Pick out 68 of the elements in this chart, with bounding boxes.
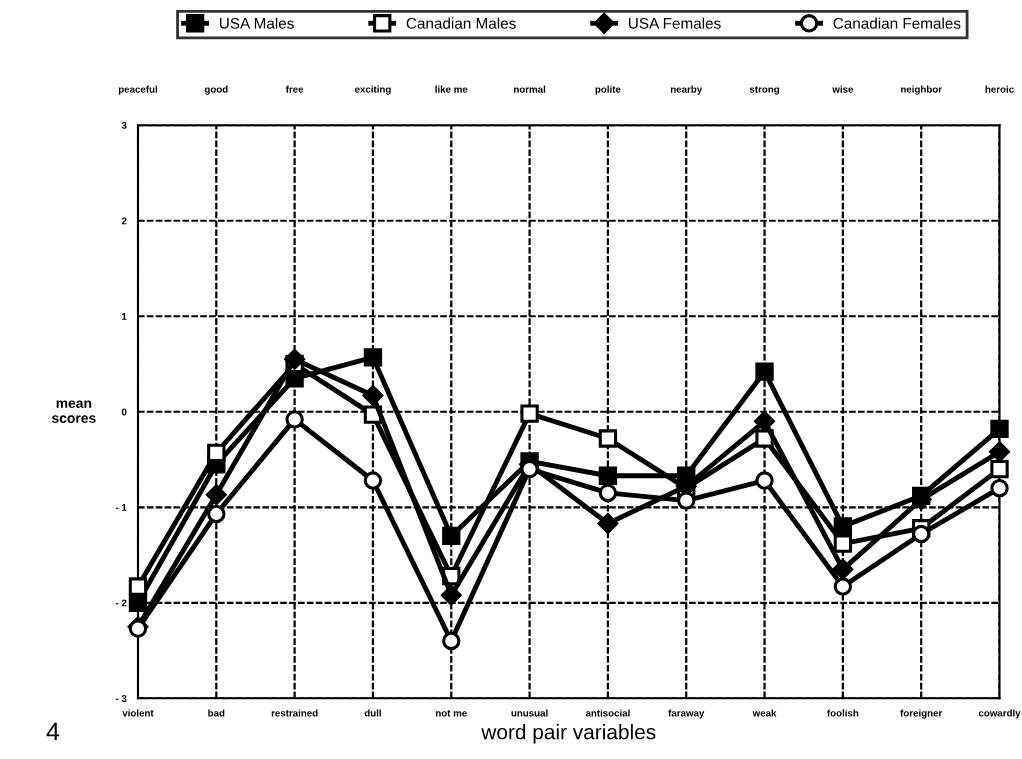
- text: 4: [46, 722, 60, 741]
- point: [362, 385, 384, 406]
- point: [598, 429, 618, 448]
- text: good: [204, 85, 228, 95]
- y-tick-label: - 3: [115, 695, 127, 702]
- y-tick-label: - 1: [115, 504, 127, 511]
- point: [832, 558, 854, 580]
- point: [442, 631, 461, 651]
- text: neighbor: [901, 85, 942, 95]
- x-tick-label: antisocial: [585, 709, 630, 717]
- text: exciting: [354, 85, 391, 95]
- y-tick-label: 1: [122, 313, 127, 320]
- point: [598, 483, 618, 503]
- point: [207, 504, 226, 524]
- point: [833, 577, 853, 596]
- x-tick-label: foolish: [827, 709, 859, 717]
- point: [520, 404, 539, 423]
- point: [755, 362, 774, 381]
- point: [285, 410, 304, 429]
- legend-label: Canadian Males: [406, 17, 516, 29]
- legend-label: USA Females: [629, 17, 721, 29]
- x-tick-label: bad: [208, 709, 225, 717]
- x-tick-label: restrained: [271, 709, 318, 717]
- text: nearby: [670, 85, 703, 95]
- text: like me: [435, 85, 468, 93]
- point: [990, 459, 1009, 479]
- text: strong: [749, 86, 780, 95]
- text: normal: [514, 85, 546, 93]
- text: heroic: [985, 85, 1014, 93]
- x-tick-label: dull: [364, 709, 381, 717]
- point: [990, 419, 1009, 439]
- point: [833, 534, 853, 553]
- point: [912, 524, 931, 544]
- point: [597, 513, 619, 534]
- text: wise: [832, 85, 854, 93]
- point: [598, 466, 618, 485]
- x-tick-label: faraway: [668, 709, 705, 719]
- text: free: [285, 85, 304, 93]
- point: [754, 410, 775, 432]
- point: [205, 484, 227, 506]
- x-tick-label: cowardly: [978, 709, 1021, 719]
- legend-label: USA Males: [219, 17, 294, 29]
- text: peaceful: [118, 85, 158, 95]
- y-tick-label: 2: [121, 217, 127, 225]
- x-axis-title: word pair variables: [481, 724, 656, 744]
- point: [440, 584, 462, 606]
- x-tick-label: unusual: [511, 709, 548, 717]
- x-tick-label: not me: [435, 710, 467, 717]
- point: [990, 479, 1009, 498]
- legend-label: Canadian Females: [833, 17, 961, 29]
- point: [207, 443, 226, 462]
- x-tick-label: violent: [122, 709, 154, 717]
- point: [989, 441, 1010, 463]
- point: [128, 619, 148, 638]
- point: [363, 348, 383, 367]
- point: [677, 491, 696, 510]
- text: polite: [595, 85, 621, 95]
- point: [363, 471, 383, 490]
- point: [284, 348, 305, 370]
- y-tick-label: 0: [121, 408, 127, 416]
- y-axis-title: mean scores: [51, 400, 96, 423]
- y-tick-label: 3: [121, 121, 127, 129]
- x-tick-label: foreigner: [900, 709, 943, 719]
- y-tick-label: - 2: [115, 599, 127, 607]
- x-tick-label: weak: [752, 709, 777, 717]
- point: [755, 471, 774, 490]
- point: [128, 577, 148, 596]
- point: [442, 526, 461, 546]
